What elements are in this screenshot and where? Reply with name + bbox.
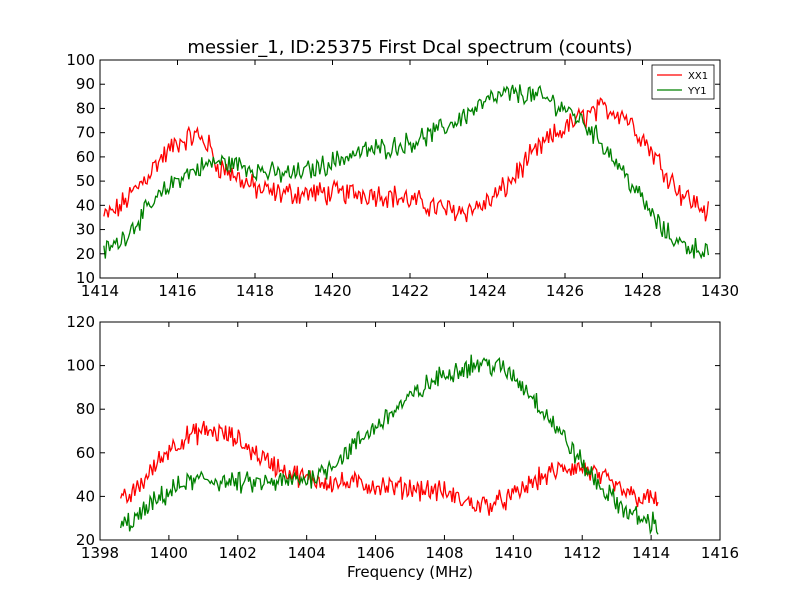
y-tick-label: 80 [76, 400, 95, 418]
x-axis-label: Frequency (MHz) [347, 563, 473, 581]
series-line-xx1 [103, 97, 710, 223]
y-tick-label: 20 [76, 245, 95, 263]
x-tick-label: 1402 [219, 544, 257, 562]
legend-box [651, 64, 715, 100]
x-tick-label: 1398 [81, 544, 119, 562]
x-tick-label: 1416 [701, 544, 739, 562]
x-tick-label: 1414 [81, 282, 119, 300]
x-tick-label: 1424 [468, 282, 506, 300]
y-tick-label: 20 [76, 531, 95, 549]
y-tick-label: 70 [76, 124, 95, 142]
chart-title: messier_1, ID:25375 First Dcal spectrum … [187, 37, 632, 58]
x-tick-label: 1410 [494, 544, 532, 562]
y-tick-label: 90 [76, 75, 95, 93]
x-tick-label: 1422 [391, 282, 429, 300]
legend-label: YY1 [687, 86, 707, 97]
y-tick-label: 100 [66, 51, 95, 69]
x-tick-label: 1412 [563, 544, 601, 562]
x-tick-label: 1428 [623, 282, 661, 300]
y-tick-label: 80 [76, 99, 95, 117]
y-tick-label: 10 [76, 269, 95, 287]
series-line-p1-s0 [120, 420, 659, 516]
y-tick-label: 40 [76, 196, 95, 214]
y-tick-label: 30 [76, 221, 95, 239]
x-tick-label: 1400 [150, 544, 188, 562]
plot-frame [99, 321, 721, 541]
y-tick-label: 50 [76, 172, 95, 190]
x-tick-label: 1416 [158, 282, 196, 300]
y-tick-label: 60 [76, 148, 95, 166]
x-tick-label: 1406 [356, 544, 394, 562]
y-tick-label: 100 [66, 357, 95, 375]
legend-label: XX1 [688, 71, 708, 82]
x-tick-label: 1414 [632, 544, 670, 562]
y-tick-label: 60 [76, 444, 95, 462]
x-tick-label: 1426 [546, 282, 584, 300]
x-tick-label: 1430 [701, 282, 739, 300]
y-tick-label: 120 [66, 313, 95, 331]
series-line-p1-s1 [120, 354, 659, 536]
x-tick-label: 1420 [313, 282, 351, 300]
top-plot: 1414 1416 1418 1420 1422 1424 1426 1428 1430 10 20… [66, 51, 739, 300]
series-line-yy1 [103, 84, 710, 260]
x-tick-label: 1408 [425, 544, 463, 562]
x-tick-label: 1404 [288, 544, 326, 562]
bottom-plot: 1398 1400 1402 1404 1406 1408 1410 1412 1414 1416… [66, 313, 739, 562]
y-tick-label: 40 [76, 487, 95, 505]
x-tick-label: 1418 [236, 282, 274, 300]
